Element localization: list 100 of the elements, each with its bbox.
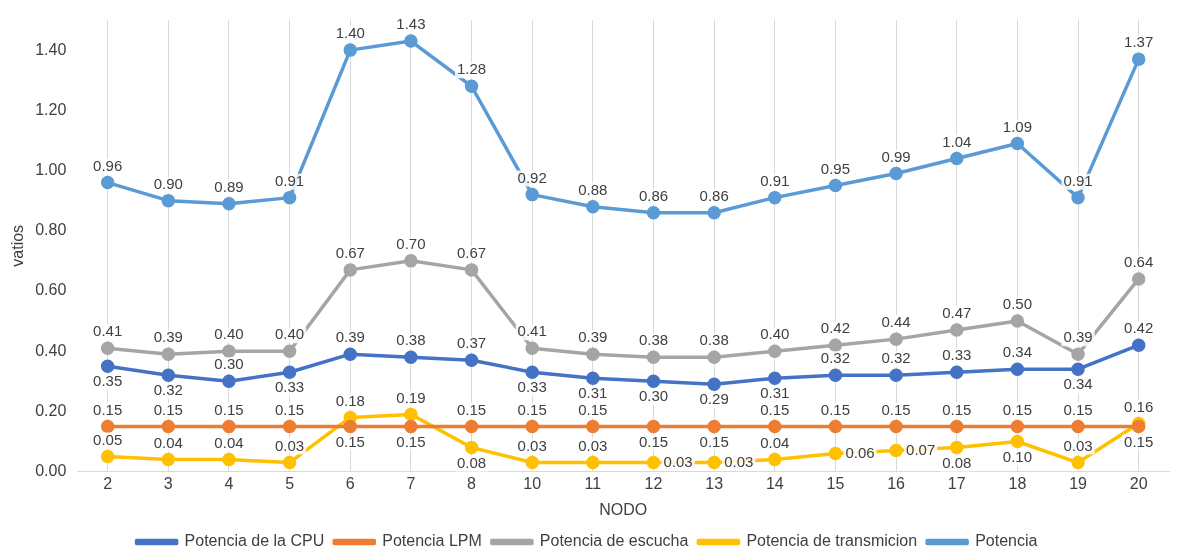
x-tick-label: 6 — [345, 474, 355, 492]
data-label: 0.03 — [275, 436, 305, 454]
data-label: 0.08 — [942, 453, 972, 471]
y-tick-label: 0.80 — [35, 221, 67, 239]
legend-label: Potencia — [975, 532, 1038, 550]
data-label: 0.32 — [881, 349, 911, 367]
data-label: 1.37 — [1124, 33, 1154, 51]
data-label: 0.41 — [93, 322, 123, 340]
y-tick-label: 0.40 — [35, 341, 67, 359]
data-label: 0.31 — [578, 384, 608, 402]
y-tick-label: 0.20 — [35, 401, 67, 419]
data-label: 0.16 — [1124, 397, 1154, 415]
x-tick-label: 17 — [947, 474, 966, 492]
x-tick-label: 2 — [103, 474, 113, 492]
data-label: 0.42 — [820, 319, 851, 337]
x-tick-label: 18 — [1008, 474, 1027, 492]
data-label: 0.06 — [845, 443, 875, 461]
data-label: 0.67 — [456, 244, 487, 262]
data-label: 0.37 — [456, 334, 487, 352]
data-label: 0.05 — [93, 430, 123, 448]
data-label: 0.88 — [578, 180, 608, 198]
data-label: 0.39 — [153, 328, 183, 346]
data-label: 0.15 — [1124, 432, 1154, 450]
data-label: 0.10 — [1002, 447, 1032, 465]
data-label: 0.70 — [396, 234, 426, 252]
data-label: 0.91 — [1063, 171, 1093, 189]
data-label: 0.40 — [214, 325, 244, 343]
data-label: 0.38 — [638, 331, 669, 349]
data-label: 0.15 — [942, 400, 972, 418]
data-label: 0.03 — [663, 452, 693, 470]
data-label: 0.39 — [578, 328, 608, 346]
data-label: 0.38 — [699, 331, 729, 349]
data-label: 0.99 — [881, 147, 911, 165]
data-label: 0.15 — [93, 400, 123, 418]
x-tick-label: 12 — [644, 474, 663, 492]
data-label: 0.30 — [214, 355, 244, 373]
data-label: 0.29 — [699, 390, 729, 408]
data-label: 0.15 — [1002, 400, 1032, 418]
x-tick-label: 11 — [584, 474, 602, 492]
data-label: 0.42 — [1124, 319, 1154, 337]
data-label: 0.47 — [942, 304, 972, 322]
data-label: 1.40 — [335, 24, 365, 42]
data-label: 0.96 — [93, 156, 123, 174]
data-label: 0.07 — [906, 440, 936, 458]
data-label: 0.92 — [517, 168, 547, 186]
data-label: 0.32 — [153, 381, 183, 399]
data-label: 0.91 — [275, 171, 305, 189]
data-label: 0.50 — [1002, 295, 1032, 313]
data-label: 0.18 — [335, 391, 365, 409]
data-label: 0.67 — [335, 244, 365, 262]
data-label: 0.31 — [760, 384, 790, 402]
data-label: 0.86 — [699, 186, 729, 204]
data-label: 0.04 — [760, 433, 790, 451]
data-label: 0.15 — [699, 432, 729, 450]
data-label: 0.15 — [638, 432, 669, 450]
data-label: 0.64 — [1124, 253, 1154, 271]
data-label: 0.40 — [275, 325, 305, 343]
data-label: 0.34 — [1002, 343, 1032, 361]
x-axis-title: NODO — [599, 500, 648, 518]
data-label: 1.43 — [396, 15, 426, 33]
data-label: 0.39 — [335, 328, 365, 346]
data-label: 0.04 — [214, 433, 244, 451]
data-label: 1.09 — [1002, 117, 1032, 135]
x-tick-label: 10 — [523, 474, 542, 492]
y-axis-title: vatios — [9, 224, 27, 267]
x-tick-label: 8 — [467, 474, 477, 492]
data-label: 0.15 — [214, 400, 244, 418]
data-label: 0.15 — [396, 432, 426, 450]
data-label: 1.04 — [942, 132, 972, 150]
data-label: 0.95 — [820, 159, 851, 177]
x-tick-label: 3 — [163, 474, 173, 492]
x-tick-label: 20 — [1129, 474, 1148, 492]
data-label: 1.28 — [456, 60, 487, 78]
data-label: 0.41 — [517, 322, 547, 340]
y-tick-label: 1.40 — [35, 40, 67, 58]
data-label: 0.33 — [275, 378, 305, 396]
x-tick-label: 13 — [705, 474, 724, 492]
data-label: 0.15 — [578, 400, 608, 418]
data-label: 0.30 — [638, 387, 669, 405]
data-label: 0.34 — [1063, 375, 1093, 393]
x-tick-label: 15 — [826, 474, 845, 492]
data-label: 0.08 — [456, 453, 487, 471]
legend-label: Potencia de transmicion — [746, 532, 918, 550]
data-label: 0.44 — [881, 313, 911, 331]
legend-label: Potencia de la CPU — [184, 532, 325, 550]
data-label: 0.91 — [760, 171, 790, 189]
data-label: 0.15 — [820, 400, 851, 418]
y-tick-label: 0.60 — [35, 281, 67, 299]
data-label: 0.15 — [517, 400, 547, 418]
data-label: 0.40 — [760, 325, 790, 343]
data-label: 0.86 — [638, 186, 669, 204]
data-label: 0.15 — [760, 400, 790, 418]
data-label: 0.33 — [942, 346, 972, 364]
legend-label: Potencia LPM — [382, 532, 482, 550]
data-label: 0.33 — [517, 378, 547, 396]
data-label: 0.35 — [93, 372, 123, 390]
data-label: 0.19 — [396, 388, 426, 406]
data-label: 0.03 — [578, 436, 608, 454]
y-tick-label: 1.20 — [35, 100, 67, 118]
x-tick-label: 16 — [887, 474, 906, 492]
